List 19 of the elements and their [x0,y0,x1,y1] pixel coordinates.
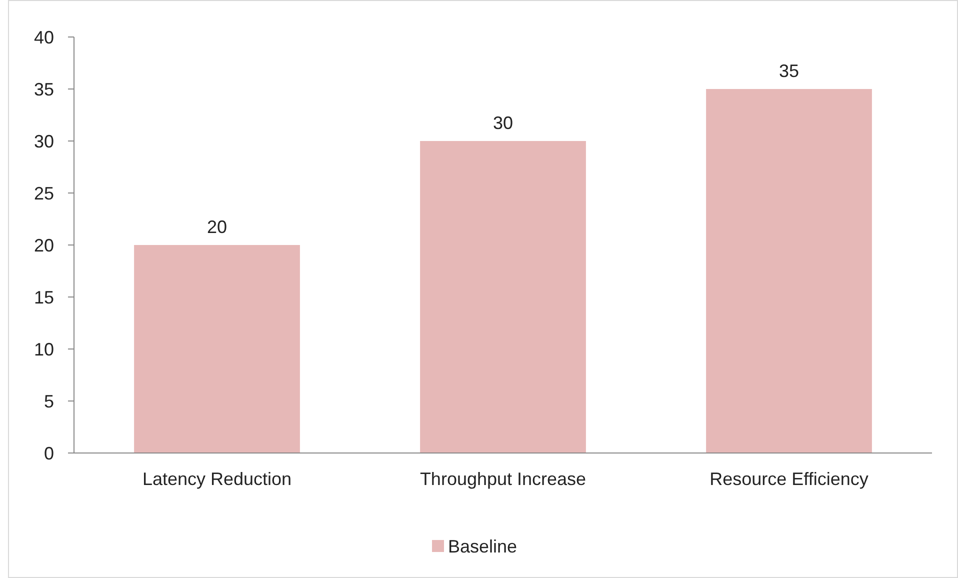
bar [420,141,586,453]
bar [134,245,300,453]
y-tick-label: 40 [34,27,54,48]
y-tick-label: 15 [34,287,54,308]
data-label: 35 [778,61,800,81]
legend-label: Baseline [448,536,518,556]
x-tick-label: Throughput Increase [420,469,586,489]
x-tick-label: Resource Efficiency [710,469,868,489]
data-label: 30 [492,113,514,133]
y-tick-label: 5 [44,391,54,412]
y-tick-label: 10 [34,339,54,360]
data-label: 20 [206,217,228,237]
y-tick-label: 30 [34,131,54,152]
y-tick-label: 25 [34,183,54,204]
y-tick-label: 35 [34,79,54,100]
x-tick-label: Latency Reduction [142,469,292,489]
y-tick-label: 20 [34,235,54,256]
y-tick-label: 0 [44,443,54,464]
bar [706,89,872,453]
